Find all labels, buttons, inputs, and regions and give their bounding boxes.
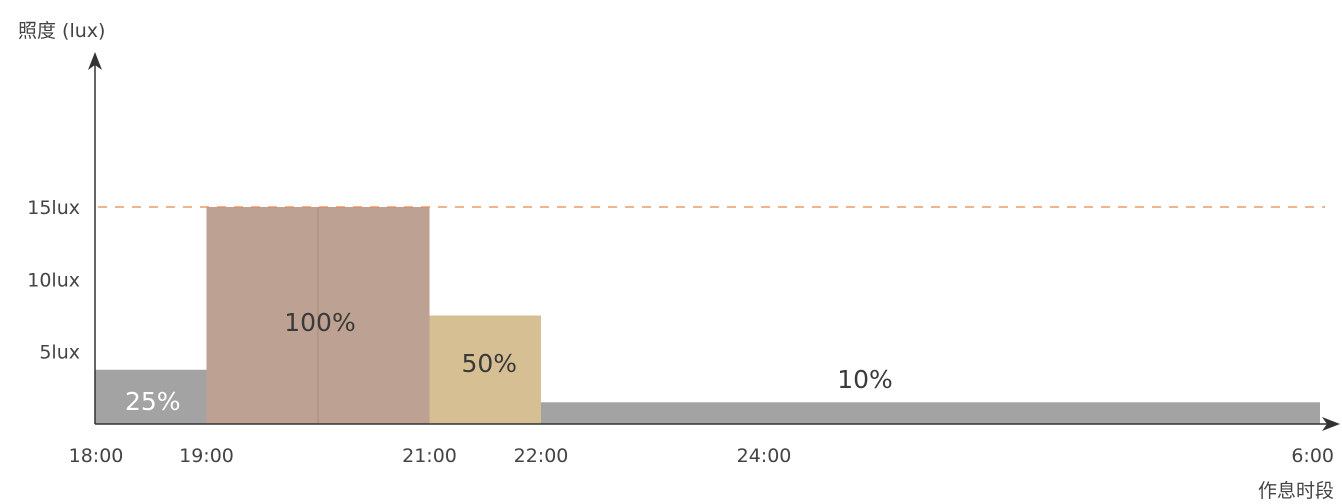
x-axis-arrow: [1322, 417, 1340, 431]
y-axis-arrow: [88, 52, 102, 70]
bar-label-3: 10%: [837, 365, 893, 394]
bars-layer: [95, 207, 1320, 424]
bar-label-1: 100%: [284, 308, 355, 337]
axes-layer: 照度 (lux) 作息时段: [18, 20, 1340, 502]
x-tick-label-1: 19:00: [179, 445, 234, 467]
x-tick-label-0: 18:00: [69, 445, 124, 467]
y-axis-title: 照度 (lux): [18, 20, 105, 42]
y-tick-label-0: 5lux: [39, 342, 80, 364]
bar-label-0: 25%: [125, 387, 181, 416]
bar-segment-3: [541, 402, 1320, 424]
bar-segment-2: [429, 315, 541, 424]
bar-segment-0: [95, 369, 207, 424]
x-tick-label-2: 21:00: [402, 445, 457, 467]
bar-labels-layer: 25% 100% 50% 10%: [125, 308, 893, 416]
x-tick-label-5: 6:00: [1291, 445, 1334, 467]
y-tick-label-1: 10lux: [27, 269, 80, 291]
x-axis-title: 作息时段: [1258, 480, 1334, 502]
ticks-layer: 5lux 10lux 15lux 18:00 19:00 21:00 22:00 24:00 6…: [27, 197, 1334, 467]
bar-label-2: 50%: [461, 349, 517, 378]
x-tick-label-3: 22:00: [514, 445, 569, 467]
y-tick-label-2: 15lux: [27, 197, 80, 219]
x-tick-label-4: 24:00: [737, 445, 792, 467]
